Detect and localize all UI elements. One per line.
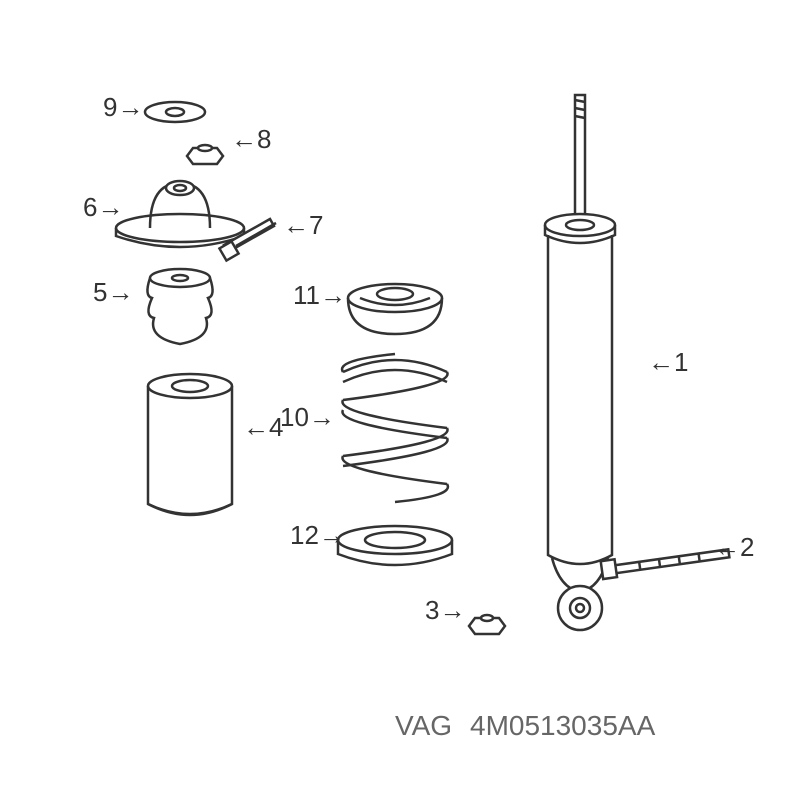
callout-11: 11→ xyxy=(293,280,346,311)
callout-11-num: 11 xyxy=(293,280,320,310)
part-bump-stop xyxy=(147,269,212,344)
part-nut-top xyxy=(187,145,223,164)
arrow-left-icon: ← xyxy=(243,412,269,442)
part-upper-mount xyxy=(116,181,244,247)
callout-9: 9→ xyxy=(103,92,143,123)
part-coil-spring xyxy=(342,354,448,502)
diagram-stage: 9→ ←8 6→ ←7 5→ 11→ ←4 10→ 12→ ←1 ←2 3→ V… xyxy=(0,0,800,800)
arrow-left-icon: ← xyxy=(648,347,674,377)
footer-brand: VAG xyxy=(395,710,452,742)
callout-7: ←7 xyxy=(283,210,323,241)
callout-1-num: 1 xyxy=(674,347,688,377)
footer-partno: 4M0513035AA xyxy=(470,710,655,742)
callout-9-num: 9 xyxy=(103,92,117,122)
arrow-right-icon: → xyxy=(319,520,345,550)
callout-1: ←1 xyxy=(648,347,688,378)
arrow-right-icon: → xyxy=(320,280,346,310)
part-shock-absorber xyxy=(545,95,615,630)
arrow-right-icon: → xyxy=(107,277,133,307)
arrow-right-icon: → xyxy=(117,92,143,122)
callout-3: 3→ xyxy=(425,595,465,626)
arrow-right-icon: → xyxy=(439,595,465,625)
arrow-left-icon: ← xyxy=(283,210,309,240)
callout-12-num: 12 xyxy=(290,520,319,550)
callout-8: ←8 xyxy=(231,124,271,155)
part-washer-top xyxy=(145,102,205,122)
callout-6-num: 6 xyxy=(83,192,97,222)
callout-7-num: 7 xyxy=(309,210,323,240)
part-spring-seat-top xyxy=(348,284,442,334)
part-dust-cover xyxy=(148,374,232,515)
arrow-left-icon: ← xyxy=(231,124,257,154)
callout-2-num: 2 xyxy=(740,532,754,562)
callout-10-num: 10 xyxy=(280,402,309,432)
arrow-right-icon: → xyxy=(309,402,335,432)
arrow-right-icon: → xyxy=(97,192,123,222)
callout-12: 12→ xyxy=(290,520,345,551)
part-long-bolt xyxy=(601,549,730,579)
callout-10: 10→ xyxy=(280,402,335,433)
callout-8-num: 8 xyxy=(257,124,271,154)
callout-5-num: 5 xyxy=(93,277,107,307)
callout-5: 5→ xyxy=(93,277,133,308)
arrow-left-icon: ← xyxy=(714,532,740,562)
callout-4: ←4 xyxy=(243,412,283,443)
callout-6: 6→ xyxy=(83,192,123,223)
callout-3-num: 3 xyxy=(425,595,439,625)
part-nut-small xyxy=(469,615,505,634)
part-spring-seat-bot xyxy=(338,526,452,565)
callout-2: ←2 xyxy=(714,532,754,563)
